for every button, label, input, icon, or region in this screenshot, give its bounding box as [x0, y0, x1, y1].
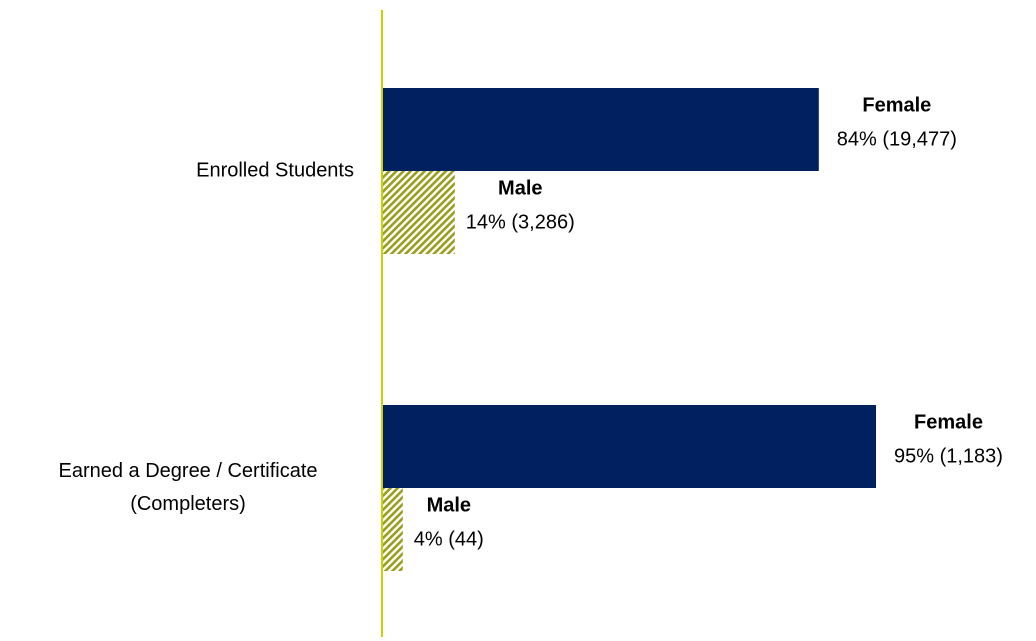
bar — [382, 488, 403, 571]
bar — [382, 88, 819, 171]
series-label: Female — [914, 411, 983, 433]
series-label: Female — [862, 94, 931, 116]
series-label: Male — [498, 177, 542, 199]
bar — [382, 171, 455, 254]
category-label: Earned a Degree / Certificate — [58, 460, 317, 482]
series-label: Male — [427, 494, 471, 516]
value-label: 14% (3,286) — [466, 211, 575, 233]
value-label: 84% (19,477) — [837, 128, 957, 150]
value-label: 95% (1,183) — [894, 445, 1003, 467]
bar — [382, 405, 876, 488]
category-label: Enrolled Students — [196, 159, 354, 181]
category-label: (Completers) — [130, 493, 246, 515]
value-label: 4% (44) — [414, 528, 484, 550]
